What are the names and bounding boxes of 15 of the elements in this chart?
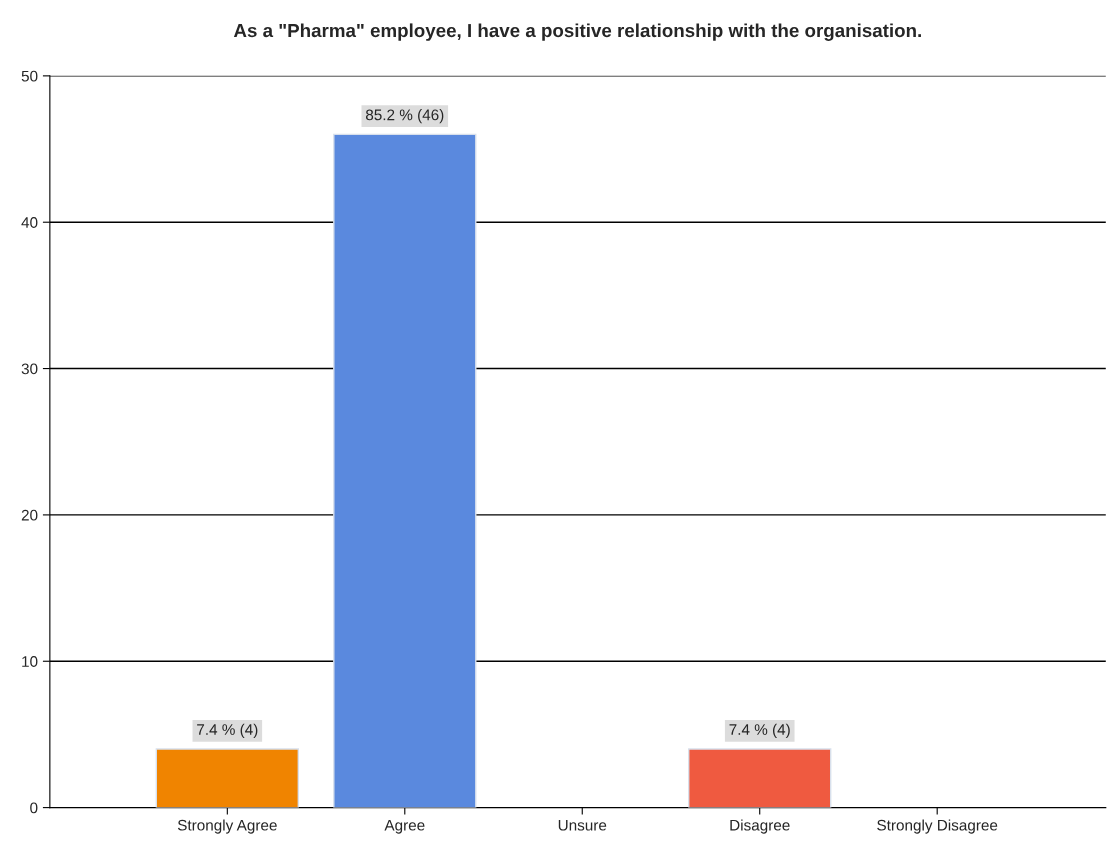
x-tick-label: Strongly Disagree	[877, 819, 998, 834]
x-tick-label: Strongly Agree	[177, 819, 277, 834]
y-tick-label: 50	[21, 70, 38, 82]
data-label: 85.2 % (46)	[365, 109, 444, 124]
y-tick-label: 0	[30, 802, 38, 814]
data-label: 7.4 % (4)	[729, 723, 790, 738]
x-tick-label: Unsure	[558, 819, 607, 831]
chart-title: As a "Pharma" employee, I have a positive relationship with the organisation.	[233, 23, 921, 41]
data-label: 7.4 % (4)	[197, 723, 258, 738]
y-tick-label: 20	[21, 509, 38, 521]
x-tick-label: Agree	[384, 819, 425, 834]
y-tick-label: 10	[22, 656, 38, 667]
x-tick-label: Disagree	[730, 819, 790, 834]
y-tick-label: 30	[21, 363, 38, 375]
y-tick-label: 40	[21, 217, 38, 228]
